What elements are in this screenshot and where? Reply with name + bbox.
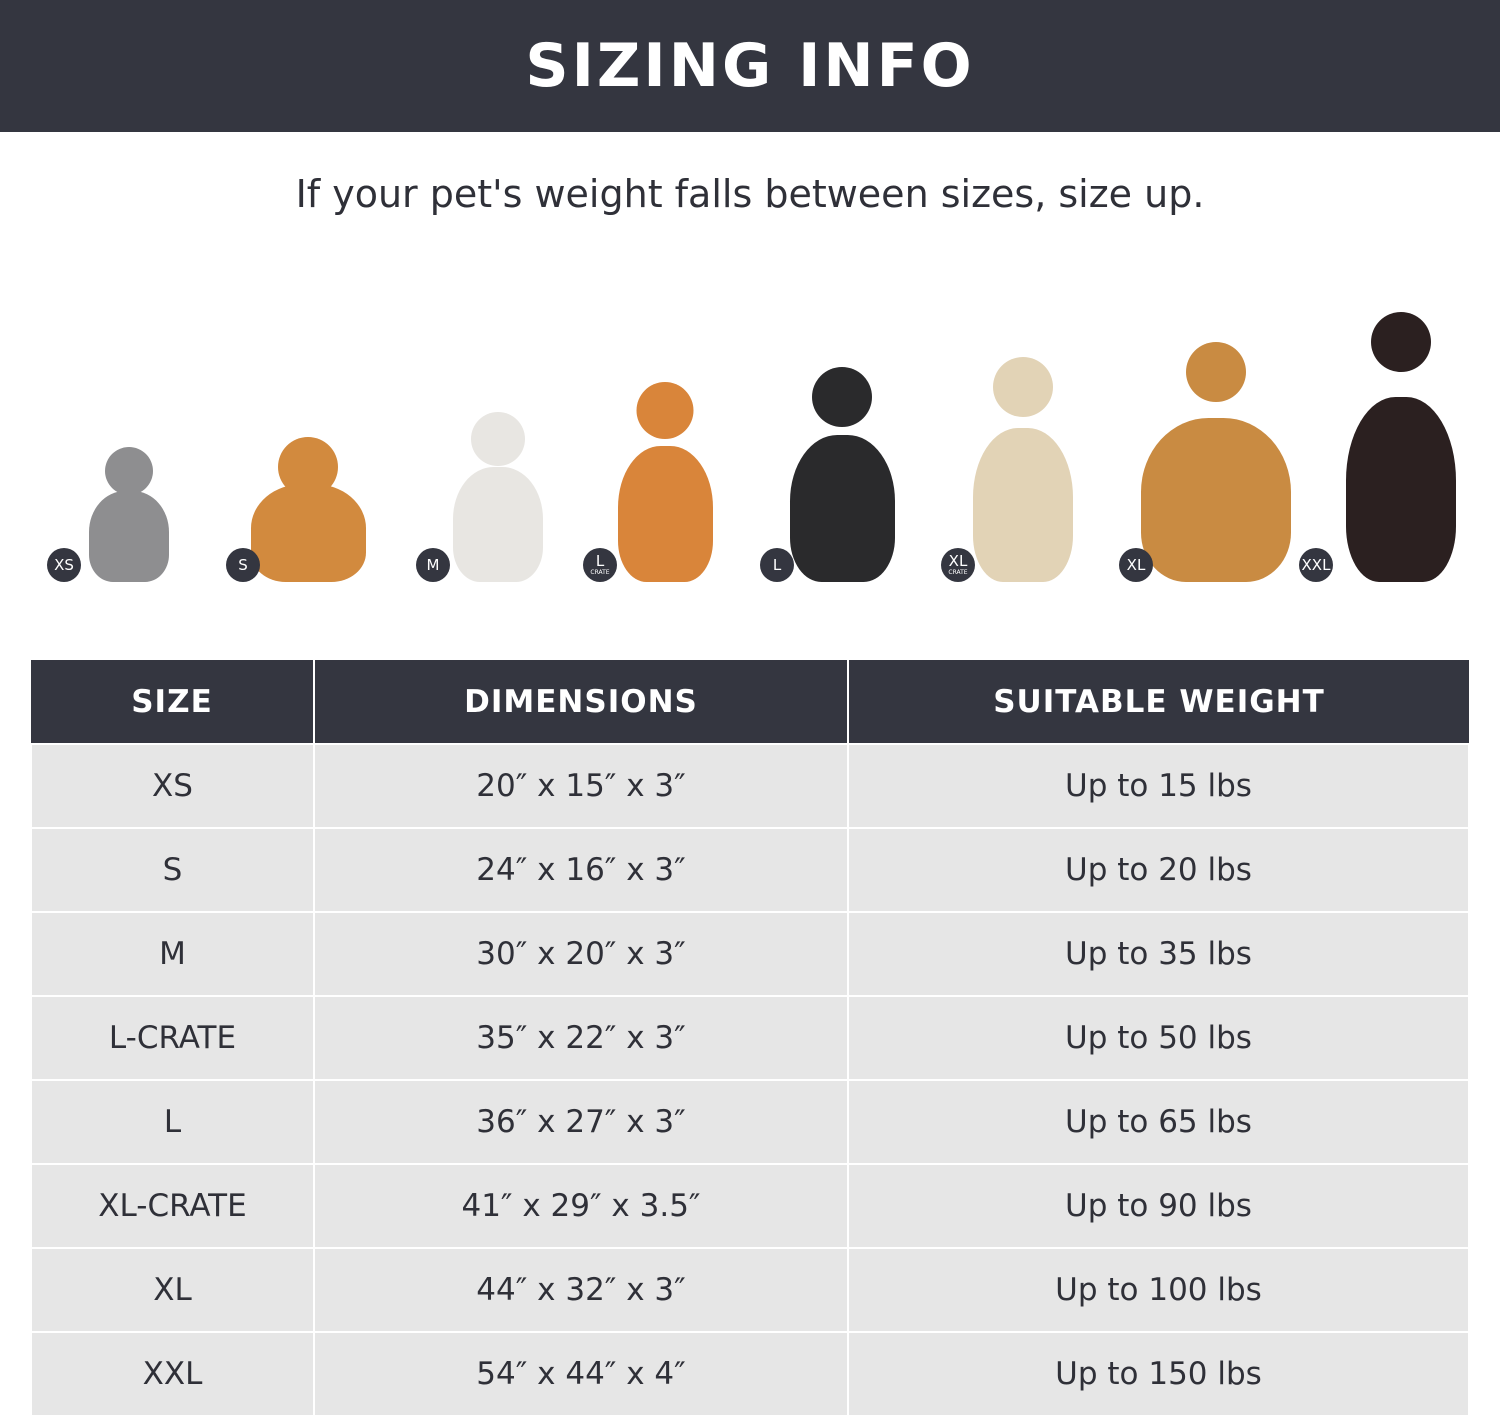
size-badge: M [416, 548, 450, 582]
pet-head [993, 357, 1053, 417]
badge-label: XXL [1301, 555, 1331, 574]
badge-label: XL [948, 552, 968, 570]
weight-cell: Up to 50 lbs [847, 995, 1470, 1081]
size-cell: L-CRATE [30, 995, 315, 1081]
size-badge: XS [47, 548, 81, 582]
badge-label: L [772, 555, 782, 574]
pet-image [973, 357, 1073, 582]
dimensions-cell: 54″ x 44″ x 4″ [313, 1331, 849, 1417]
table-header-row: SIZE DIMENSIONS SUITABLE WEIGHT [31, 660, 1469, 744]
dimensions-cell: 30″ x 20″ x 3″ [313, 911, 849, 997]
badge-label: XS [54, 555, 74, 574]
badge-label: M [426, 555, 440, 574]
weight-cell: Up to 150 lbs [847, 1331, 1470, 1417]
size-cell: S [30, 827, 315, 913]
pet-image [453, 412, 543, 582]
table-row: XL-CRATE 41″ x 29″ x 3.5″ Up to 90 lbs [30, 1163, 1470, 1249]
dimensions-cell: 20″ x 15″ x 3″ [313, 743, 849, 829]
table-row: XL 44″ x 32″ x 3″ Up to 100 lbs [30, 1247, 1470, 1333]
table-row: M 30″ x 20″ x 3″ Up to 35 lbs [30, 911, 1470, 997]
dimensions-cell: 36″ x 27″ x 3″ [313, 1079, 849, 1165]
pet-head [812, 367, 872, 427]
dimensions-cell: 24″ x 16″ x 3″ [313, 827, 849, 913]
header-dimensions: DIMENSIONS [313, 660, 848, 744]
pet-image [89, 447, 169, 582]
title-banner: SIZING INFO [0, 0, 1500, 132]
pet-image [789, 367, 895, 582]
table-row: XS 20″ x 15″ x 3″ Up to 15 lbs [30, 743, 1470, 829]
badge-label: XL [1126, 555, 1146, 574]
pet-head [636, 382, 694, 439]
pet-image [250, 437, 366, 582]
size-cell: L [30, 1079, 315, 1165]
dimensions-cell: 44″ x 32″ x 3″ [313, 1247, 849, 1333]
size-badge: S [226, 548, 260, 582]
pet-head [278, 437, 338, 497]
pet-image [617, 382, 713, 582]
size-badge: L [760, 548, 794, 582]
weight-cell: Up to 100 lbs [847, 1247, 1470, 1333]
size-badge: XL [1119, 548, 1153, 582]
badge-label: L [595, 552, 605, 570]
badge-label: S [238, 555, 248, 574]
header-weight: SUITABLE WEIGHT [847, 660, 1469, 744]
weight-cell: Up to 65 lbs [847, 1079, 1470, 1165]
sizing-table: SIZE DIMENSIONS SUITABLE WEIGHT XS 20″ x … [30, 660, 1470, 1417]
pet-image [1346, 312, 1456, 582]
table-row: L 36″ x 27″ x 3″ Up to 65 lbs [30, 1079, 1470, 1165]
dimensions-cell: 41″ x 29″ x 3.5″ [313, 1163, 849, 1249]
weight-cell: Up to 15 lbs [847, 743, 1470, 829]
table-row: L-CRATE 35″ x 22″ x 3″ Up to 50 lbs [30, 995, 1470, 1081]
size-cell: M [30, 911, 315, 997]
page-title: SIZING INFO [525, 31, 975, 101]
badge-sublabel: CRATE [590, 569, 610, 576]
size-cell: XS [30, 743, 315, 829]
sizing-tip: If your pet's weight falls between sizes… [295, 172, 1205, 216]
size-badge: XXL [1299, 548, 1333, 582]
weight-cell: Up to 90 lbs [847, 1163, 1470, 1249]
dimensions-cell: 35″ x 22″ x 3″ [313, 995, 849, 1081]
weight-cell: Up to 20 lbs [847, 827, 1470, 913]
weight-cell: Up to 35 lbs [847, 911, 1470, 997]
size-badge: XL CRATE [941, 548, 975, 582]
pet-image [1141, 342, 1291, 582]
pet-head [1371, 312, 1431, 372]
size-cell: XXL [30, 1331, 315, 1417]
header-size: SIZE [31, 660, 314, 744]
size-cell: XL-CRATE [30, 1163, 315, 1249]
table-row: S 24″ x 16″ x 3″ Up to 20 lbs [30, 827, 1470, 913]
pet-head [1186, 342, 1246, 402]
pet-head [105, 447, 153, 495]
badge-sublabel: CRATE [948, 569, 968, 576]
size-cell: XL [30, 1247, 315, 1333]
pet-head [471, 412, 525, 466]
table-row: XXL 54″ x 44″ x 4″ Up to 150 lbs [30, 1331, 1470, 1417]
size-badge: L CRATE [583, 548, 617, 582]
